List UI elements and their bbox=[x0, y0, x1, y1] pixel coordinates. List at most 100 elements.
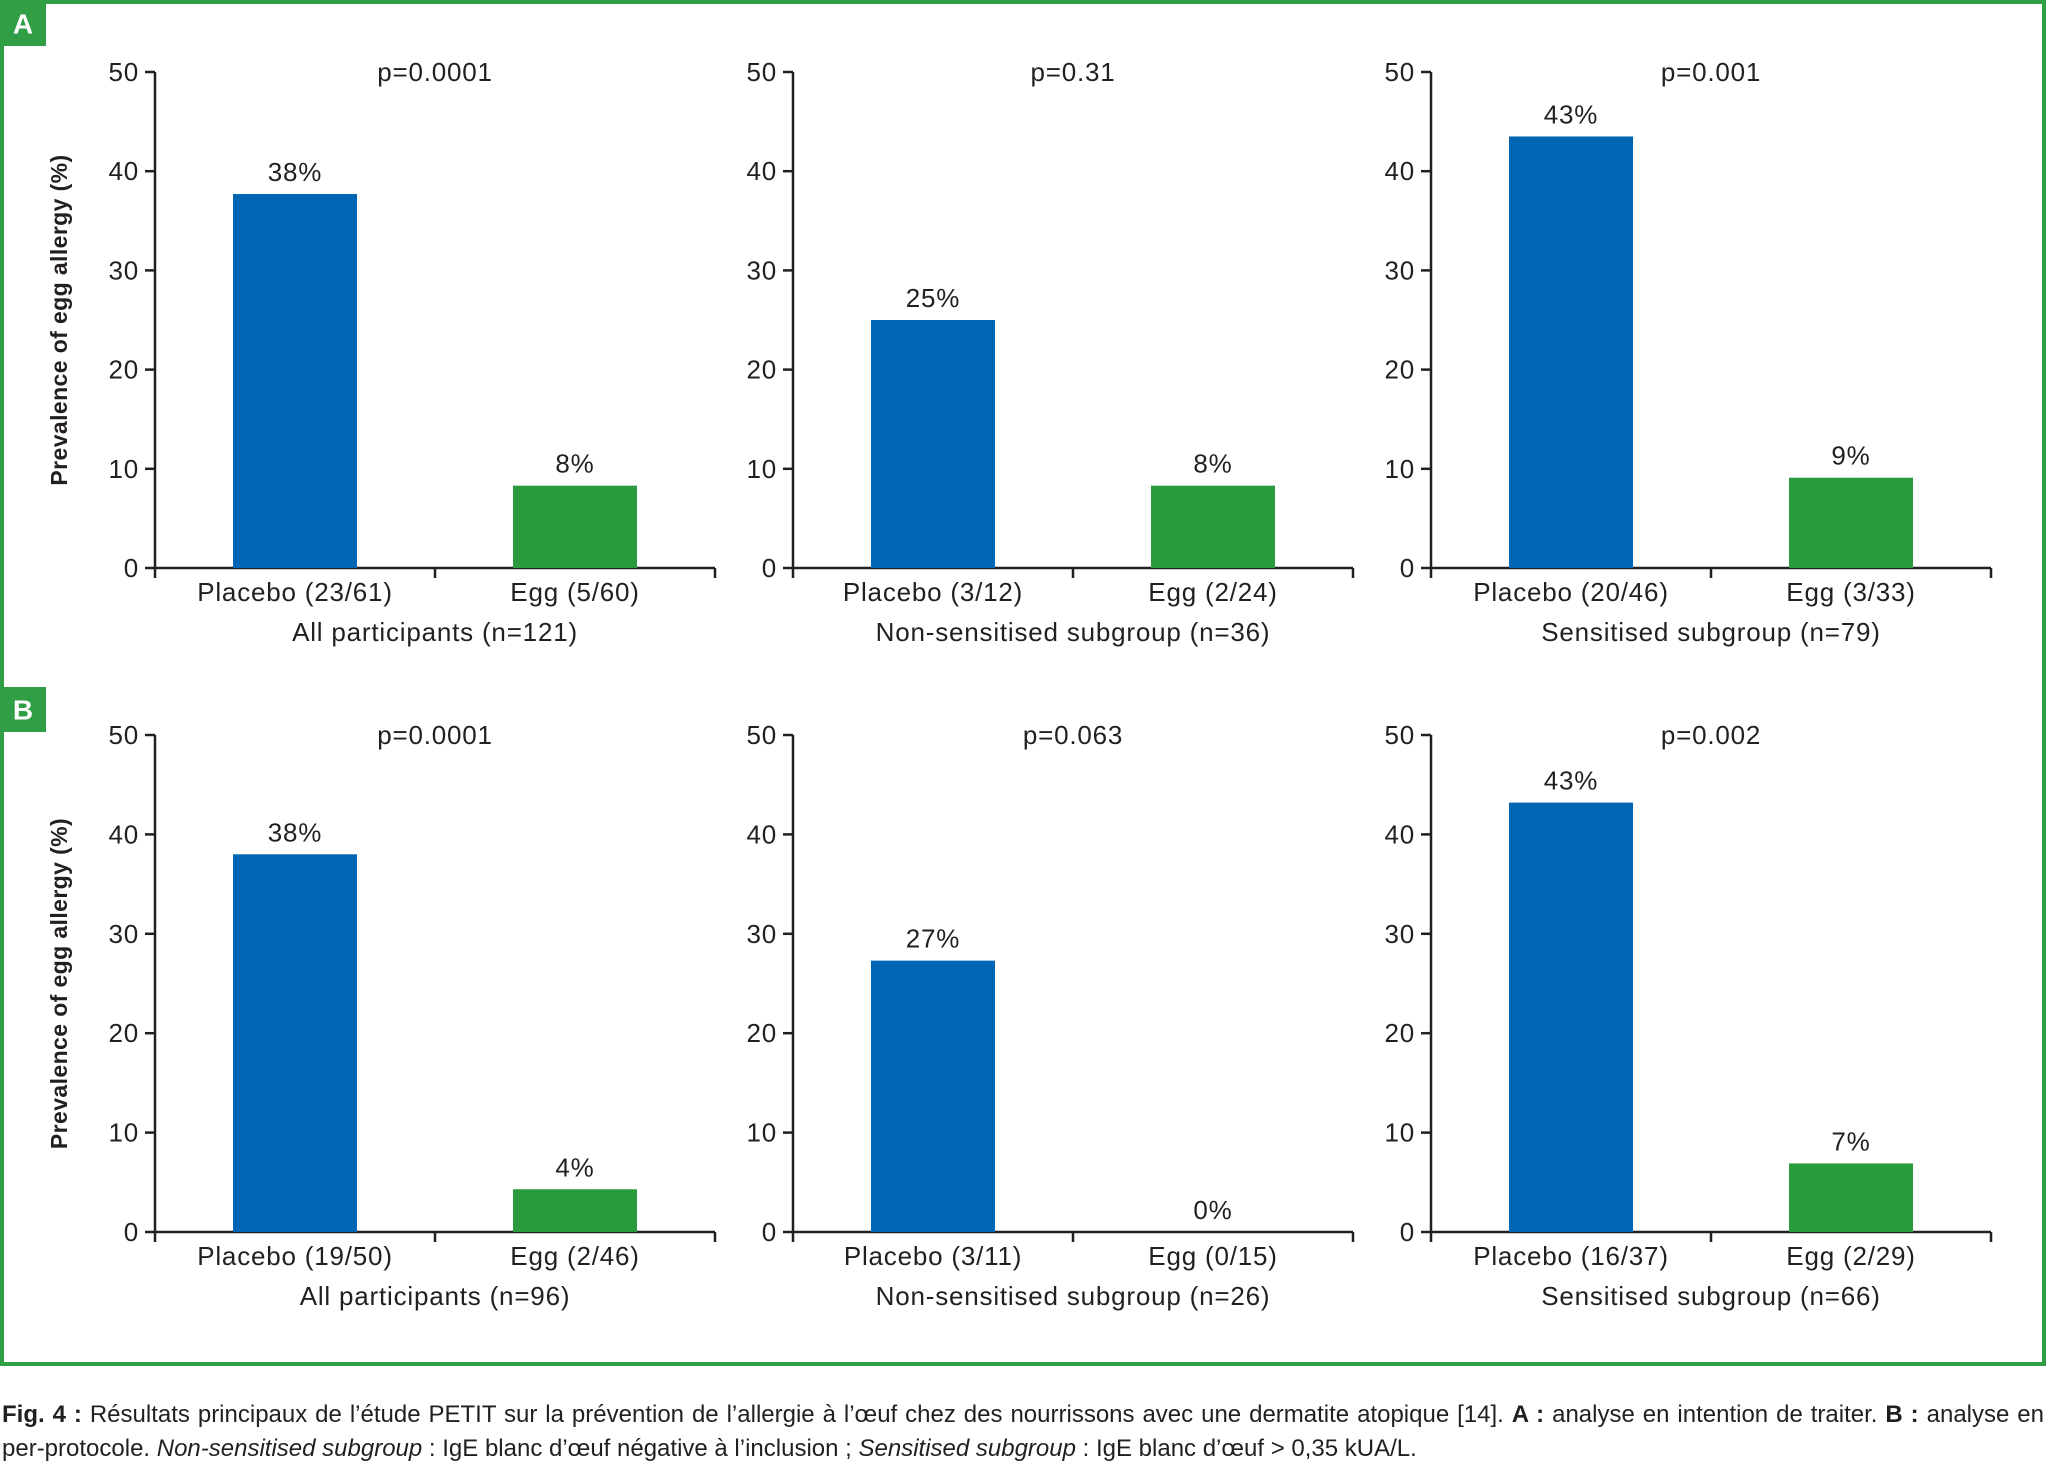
bar-placebo bbox=[233, 194, 357, 569]
y-tick-label: 20 bbox=[1384, 355, 1415, 385]
caption-text: : IgE blanc d’œuf négative à l’inclusion… bbox=[422, 1435, 859, 1462]
y-tick-label: 20 bbox=[108, 355, 139, 385]
y-tick-label: 30 bbox=[746, 919, 777, 949]
category-label: Egg (2/46) bbox=[510, 1241, 639, 1271]
y-tick-label: 0 bbox=[124, 553, 139, 583]
y-axis-title: Prevalence of egg allergy (%) bbox=[46, 818, 72, 1149]
charts-container: 0 10 20 30 40 50 38% Placebo (23/61) 8% Egg (5/60… bbox=[46, 57, 1993, 1311]
y-tick-label: 10 bbox=[1384, 1118, 1415, 1148]
data-label: 43% bbox=[1544, 99, 1598, 129]
caption-a-label: A : bbox=[1511, 1401, 1545, 1428]
bar-egg bbox=[513, 485, 637, 568]
bar-egg bbox=[513, 1189, 637, 1232]
figure-panels: A B 0 10 20 30 40 50 38% Placebo (23/61) 8% Egg (… bbox=[0, 0, 2046, 1366]
p-value-label: p=0.0001 bbox=[377, 720, 493, 750]
data-label: 8% bbox=[1193, 449, 1232, 479]
caption-fig-label: Fig. 4 : bbox=[2, 1401, 82, 1428]
category-label: Placebo (3/12) bbox=[843, 577, 1023, 607]
y-tick-label: 20 bbox=[746, 1018, 777, 1048]
y-tick-label: 0 bbox=[1400, 1217, 1415, 1247]
y-tick-label: 30 bbox=[1384, 919, 1415, 949]
data-label: 0% bbox=[1193, 1195, 1232, 1225]
category-label: Egg (2/29) bbox=[1786, 1241, 1915, 1271]
y-tick-label: 40 bbox=[746, 156, 777, 186]
y-tick-label: 0 bbox=[762, 1217, 777, 1247]
y-tick-label: 50 bbox=[1384, 720, 1415, 750]
y-tick-label: 50 bbox=[1384, 57, 1415, 87]
y-tick-label: 40 bbox=[108, 156, 139, 186]
y-tick-label: 30 bbox=[108, 255, 139, 285]
data-label: 38% bbox=[268, 817, 322, 847]
bar-placebo bbox=[871, 320, 995, 568]
bar-chart: 0 10 20 30 40 50 38% Placebo (23/61) 8% Egg (5/60… bbox=[46, 57, 717, 647]
bar-placebo bbox=[1509, 136, 1633, 569]
bar-chart: 0 10 20 30 40 50 38% Placebo (19/50) 4% Egg (2/46… bbox=[46, 720, 717, 1311]
group-label: Non-sensitised subgroup (n=26) bbox=[876, 1281, 1271, 1311]
y-tick-label: 50 bbox=[108, 720, 139, 750]
bar-placebo bbox=[871, 960, 995, 1232]
category-label: Placebo (16/37) bbox=[1473, 1241, 1669, 1271]
data-label: 7% bbox=[1831, 1126, 1870, 1156]
y-tick-label: 20 bbox=[746, 355, 777, 385]
panel-label-b: B bbox=[0, 687, 46, 732]
bar-chart: 0 10 20 30 40 50 25% Placebo (3/12) 8% Egg (2/24)… bbox=[746, 57, 1355, 647]
p-value-label: p=0.001 bbox=[1661, 57, 1761, 87]
group-label: All participants (n=121) bbox=[292, 617, 578, 647]
caption-text: analyse en intention de traiter. bbox=[1544, 1401, 1886, 1428]
bar-placebo bbox=[233, 854, 357, 1232]
figure-frame bbox=[0, 0, 2046, 1366]
group-label: All participants (n=96) bbox=[300, 1281, 571, 1311]
p-value-label: p=0.0001 bbox=[377, 57, 493, 87]
y-tick-label: 50 bbox=[746, 720, 777, 750]
data-label: 25% bbox=[906, 283, 960, 313]
y-tick-label: 40 bbox=[1384, 156, 1415, 186]
p-value-label: p=0.31 bbox=[1030, 57, 1115, 87]
data-label: 43% bbox=[1544, 766, 1598, 796]
bar-egg bbox=[1789, 477, 1913, 568]
bar-chart: 0 10 20 30 40 50 27% Placebo (3/11) 0% Egg (0/15)… bbox=[746, 720, 1355, 1311]
bar-chart: 0 10 20 30 40 50 43% Placebo (20/46) 9% Egg (3/33… bbox=[1384, 57, 1993, 647]
y-axis-title: Prevalence of egg allergy (%) bbox=[46, 154, 72, 485]
caption-b-label: B : bbox=[1885, 1401, 1919, 1428]
data-label: 8% bbox=[555, 449, 594, 479]
y-tick-label: 0 bbox=[1400, 553, 1415, 583]
panel-label-b-text: B bbox=[13, 695, 33, 726]
panel-label-b-box bbox=[0, 687, 46, 732]
data-label: 9% bbox=[1831, 441, 1870, 471]
data-label: 38% bbox=[268, 157, 322, 187]
panel-label-a-text: A bbox=[13, 9, 33, 40]
y-tick-label: 40 bbox=[746, 819, 777, 849]
y-tick-label: 50 bbox=[108, 57, 139, 87]
category-label: Placebo (19/50) bbox=[197, 1241, 393, 1271]
category-label: Placebo (20/46) bbox=[1473, 577, 1669, 607]
y-tick-label: 10 bbox=[1384, 454, 1415, 484]
y-tick-label: 40 bbox=[1384, 819, 1415, 849]
group-label: Sensitised subgroup (n=79) bbox=[1541, 617, 1881, 647]
y-tick-label: 40 bbox=[108, 819, 139, 849]
panel-label-a-box bbox=[0, 0, 46, 46]
y-tick-label: 0 bbox=[762, 553, 777, 583]
y-tick-label: 10 bbox=[746, 454, 777, 484]
category-label: Placebo (23/61) bbox=[197, 577, 393, 607]
category-label: Placebo (3/11) bbox=[844, 1241, 1022, 1271]
y-tick-label: 30 bbox=[1384, 255, 1415, 285]
y-tick-label: 10 bbox=[108, 454, 139, 484]
bar-egg bbox=[1151, 485, 1275, 568]
figure-caption: Fig. 4 : Résultats principaux de l’étude… bbox=[2, 1398, 2044, 1466]
y-tick-label: 30 bbox=[746, 255, 777, 285]
y-tick-label: 20 bbox=[1384, 1018, 1415, 1048]
data-label: 27% bbox=[906, 924, 960, 954]
p-value-label: p=0.063 bbox=[1023, 720, 1123, 750]
y-tick-label: 10 bbox=[746, 1118, 777, 1148]
bar-chart: 0 10 20 30 40 50 43% Placebo (16/37) 7% Egg (2/29… bbox=[1384, 720, 1993, 1311]
p-value-label: p=0.002 bbox=[1661, 720, 1761, 750]
y-tick-label: 30 bbox=[108, 919, 139, 949]
group-label: Non-sensitised subgroup (n=36) bbox=[876, 617, 1271, 647]
data-label: 4% bbox=[555, 1152, 594, 1182]
group-label: Sensitised subgroup (n=66) bbox=[1541, 1281, 1881, 1311]
y-tick-label: 50 bbox=[746, 57, 777, 87]
caption-s-term: Sensitised subgroup bbox=[858, 1435, 1076, 1462]
caption-text: analyse en per-protocole. bbox=[2, 1401, 2044, 1462]
bar-egg bbox=[1789, 1163, 1913, 1232]
caption-text: Résultats principaux de l’étude PETIT su… bbox=[81, 1401, 1512, 1428]
